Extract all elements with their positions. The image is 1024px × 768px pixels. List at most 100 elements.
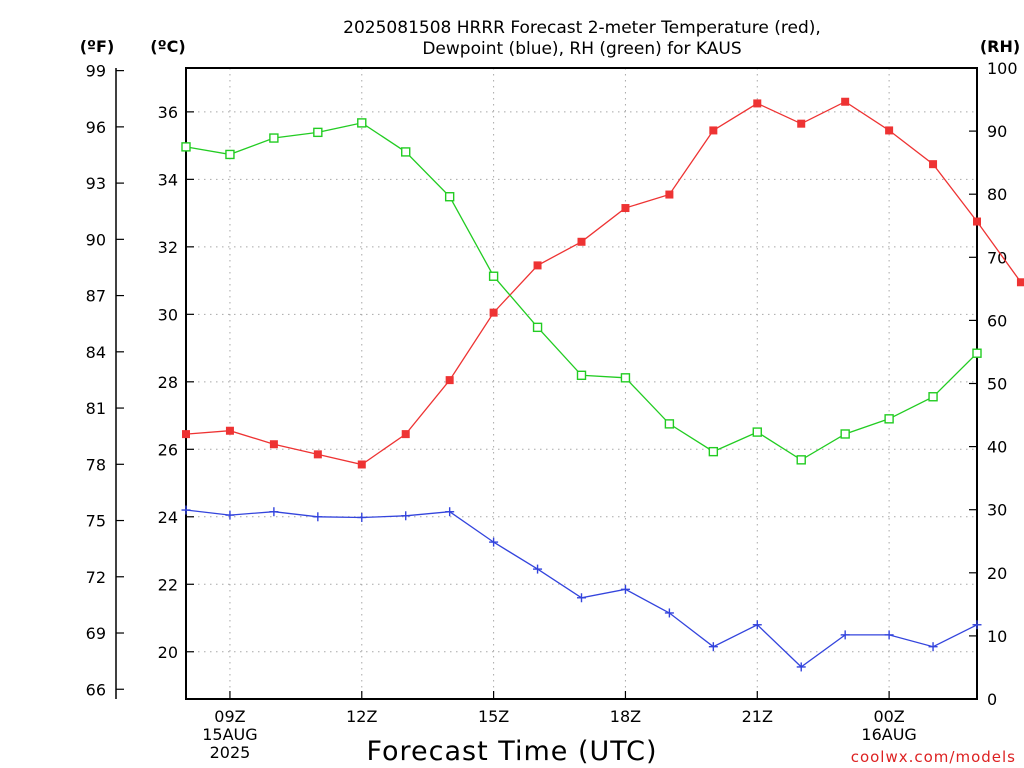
rh-point xyxy=(488,271,499,281)
fahrenheit-tick-label: 93 xyxy=(86,174,106,193)
title-line-1: 2025081508 HRRR Forecast 2-meter Tempera… xyxy=(343,18,821,38)
rh-tick-label: 10 xyxy=(987,627,1007,646)
dewpoint-point xyxy=(884,630,894,640)
plot-frame xyxy=(185,67,978,700)
celsius-tick-label: 36 xyxy=(158,103,178,122)
credit-text: coolwx.com/models xyxy=(851,748,1016,766)
dewpoint-point xyxy=(752,620,762,630)
rh-tick-label: 0 xyxy=(987,690,997,709)
rh-point xyxy=(884,414,894,424)
dewpoint-point xyxy=(664,608,674,618)
dewpoint-point xyxy=(357,512,367,522)
rh-point xyxy=(444,192,455,202)
celsius-tick-label: 22 xyxy=(158,575,178,594)
fahrenheit-tick-label: 87 xyxy=(86,287,106,306)
rh-point xyxy=(840,429,850,439)
temperature-point xyxy=(709,126,718,135)
dewpoint-point xyxy=(533,564,543,574)
rh-tick-label: 80 xyxy=(987,185,1007,204)
celsius-axis: 20 22 24 26 28 30 32 34 36 xyxy=(158,103,194,662)
time-tick-label: 2025 xyxy=(210,743,251,762)
rh-point xyxy=(796,455,806,465)
time-tick-label: 21Z xyxy=(742,707,773,726)
time-tick-label: 12Z xyxy=(346,707,377,726)
chart-title: 2025081508 HRRR Forecast 2-meter Tempera… xyxy=(343,18,821,59)
temperature-point xyxy=(973,217,981,226)
temperature-point xyxy=(533,261,542,270)
series-1 xyxy=(181,505,982,672)
dewpoint-point xyxy=(313,512,323,522)
celsius-tick-label: 30 xyxy=(158,305,178,324)
time-tick-label: 15Z xyxy=(478,707,509,726)
time-tick-label: 15AUG xyxy=(202,725,257,744)
title-line-2: Dewpoint (blue), RH (green) for KAUS xyxy=(422,39,741,59)
time-tick-label: 16AUG xyxy=(861,725,916,744)
rh-point xyxy=(620,373,631,383)
temperature-point xyxy=(269,440,278,449)
series-2 xyxy=(181,118,982,465)
temperature-point xyxy=(401,430,410,439)
dewpoint-point xyxy=(840,630,850,640)
rh-unit-label: (RH) xyxy=(980,37,1020,56)
celsius-tick-label: 32 xyxy=(158,238,178,257)
series-0 xyxy=(182,97,1024,469)
series-line-0 xyxy=(185,100,1022,466)
dewpoint-point xyxy=(708,642,718,652)
rh-tick-label: 50 xyxy=(987,375,1007,394)
temperature-point xyxy=(665,190,674,199)
dewpoint-point xyxy=(269,507,279,517)
rh-point xyxy=(401,147,411,157)
temperature-point xyxy=(797,119,806,128)
rh-point xyxy=(752,427,762,437)
temperature-point xyxy=(621,204,630,213)
rh-point xyxy=(532,322,543,333)
temperature-point xyxy=(357,460,366,469)
fahrenheit-tick-label: 84 xyxy=(86,343,106,362)
celsius-tick-label: 26 xyxy=(158,440,178,459)
dewpoint-point xyxy=(796,662,806,672)
rh-tick-label: 40 xyxy=(987,438,1007,457)
x-axis-label: Forecast Time (UTC) xyxy=(366,736,657,767)
rh-axis: 0 10 20 30 40 50 60 70 80 90 100 xyxy=(969,59,1018,709)
rh-point xyxy=(357,118,367,128)
dewpoint-point xyxy=(181,505,191,515)
rh-point xyxy=(576,370,587,380)
series-layer xyxy=(181,97,1024,672)
rh-tick-label: 70 xyxy=(987,248,1007,267)
temperature-point xyxy=(841,97,850,106)
fahrenheit-tick-label: 69 xyxy=(86,624,106,643)
fahrenheit-tick-label: 72 xyxy=(86,568,106,587)
dewpoint-point xyxy=(577,593,586,603)
fahrenheit-tick-label: 75 xyxy=(86,512,106,531)
fahrenheit-tick-label: 90 xyxy=(86,230,106,249)
rh-tick-label: 100 xyxy=(987,59,1018,78)
celsius-tick-label: 34 xyxy=(158,170,178,189)
temperature-point xyxy=(313,450,322,459)
rh-point xyxy=(928,392,938,402)
rh-tick-label: 90 xyxy=(987,122,1007,141)
temperature-point xyxy=(577,237,586,246)
dewpoint-point xyxy=(928,642,938,652)
temperature-point xyxy=(489,308,498,317)
temperature-point xyxy=(182,430,190,439)
fahrenheit-tick-label: 66 xyxy=(86,680,106,699)
rh-point xyxy=(664,419,675,429)
rh-point xyxy=(225,149,235,160)
time-tick-label: 00Z xyxy=(873,707,904,726)
rh-tick-label: 20 xyxy=(987,564,1007,583)
rh-point xyxy=(972,348,982,358)
fahrenheit-axis: 66 69 72 75 78 81 84 87 90 93 96 99 xyxy=(86,62,124,699)
celsius-unit-label: (ºC) xyxy=(150,37,185,56)
time-tick-label: 18Z xyxy=(610,707,641,726)
fahrenheit-tick-label: 99 xyxy=(86,62,106,81)
temperature-point xyxy=(885,126,894,135)
rh-tick-label: 60 xyxy=(987,311,1007,330)
gridlines xyxy=(186,68,977,699)
fahrenheit-unit-label: (ºF) xyxy=(80,37,115,56)
temperature-point xyxy=(445,376,454,385)
temperature-point xyxy=(225,426,234,435)
time-tick-label: 09Z xyxy=(214,707,245,726)
rh-point xyxy=(708,446,719,457)
series-line-1 xyxy=(185,509,978,668)
